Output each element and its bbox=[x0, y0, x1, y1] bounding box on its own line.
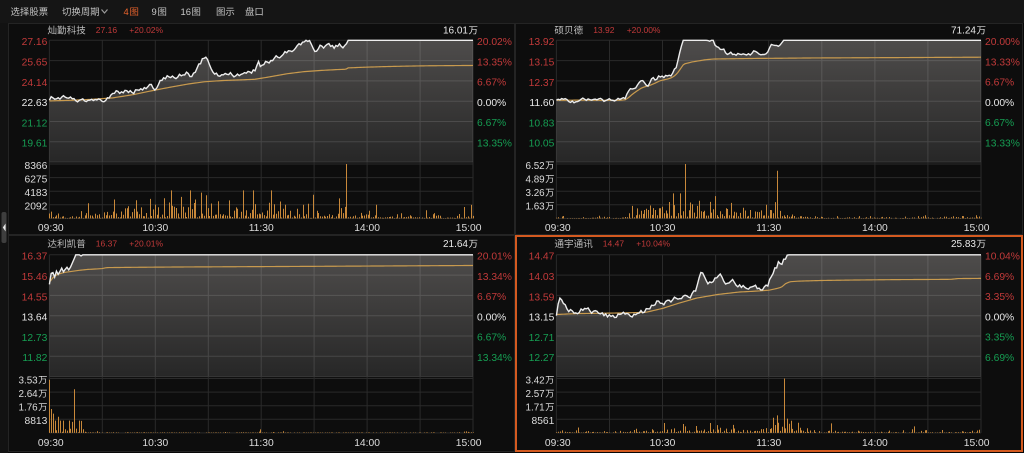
svg-text:25.65: 25.65 bbox=[22, 58, 48, 69]
svg-text:2.64: 2.64 bbox=[18, 389, 38, 400]
svg-text:16: 16 bbox=[181, 6, 191, 17]
svg-text:20.01%: 20.01% bbox=[477, 252, 512, 263]
svg-text:21.64: 21.64 bbox=[443, 239, 468, 250]
svg-text:13.59: 13.59 bbox=[529, 292, 555, 303]
svg-text:14.47: 14.47 bbox=[603, 239, 625, 249]
svg-text:09:30: 09:30 bbox=[38, 438, 64, 449]
svg-text:21.12: 21.12 bbox=[22, 118, 48, 129]
svg-text:14.55: 14.55 bbox=[22, 292, 48, 303]
svg-text:6.52: 6.52 bbox=[525, 161, 544, 172]
svg-text:6275: 6275 bbox=[24, 175, 47, 186]
svg-text:8366: 8366 bbox=[24, 161, 47, 172]
svg-text:14.47: 14.47 bbox=[529, 252, 555, 263]
svg-text:11:30: 11:30 bbox=[249, 438, 274, 449]
svg-text:27.16: 27.16 bbox=[96, 25, 118, 35]
svg-text:0.00%: 0.00% bbox=[985, 312, 1014, 323]
svg-text:8561: 8561 bbox=[531, 416, 554, 427]
svg-text:13.34%: 13.34% bbox=[477, 272, 512, 283]
svg-text:24.14: 24.14 bbox=[22, 78, 48, 89]
svg-text:15:00: 15:00 bbox=[456, 223, 482, 234]
svg-text:13.34%: 13.34% bbox=[477, 353, 512, 364]
svg-text:16.37: 16.37 bbox=[22, 252, 48, 263]
svg-text:+20.00%: +20.00% bbox=[627, 25, 661, 35]
svg-text:27.16: 27.16 bbox=[22, 37, 48, 48]
svg-text:4: 4 bbox=[124, 6, 129, 17]
svg-text:15:00: 15:00 bbox=[964, 438, 990, 449]
svg-text:1.63: 1.63 bbox=[525, 202, 545, 213]
svg-text:20.02%: 20.02% bbox=[477, 37, 512, 48]
svg-text:3.26: 3.26 bbox=[525, 188, 545, 199]
svg-text:14.03: 14.03 bbox=[529, 272, 555, 283]
svg-text:12.27: 12.27 bbox=[529, 353, 555, 364]
svg-text:10:30: 10:30 bbox=[650, 223, 676, 234]
svg-text:15:00: 15:00 bbox=[456, 438, 482, 449]
svg-text:14:00: 14:00 bbox=[862, 438, 888, 449]
svg-text:25.83: 25.83 bbox=[951, 239, 976, 250]
svg-text:11:30: 11:30 bbox=[249, 223, 274, 234]
svg-text:13.64: 13.64 bbox=[22, 313, 48, 324]
svg-text:6.67%: 6.67% bbox=[985, 118, 1014, 129]
svg-text:0.00%: 0.00% bbox=[477, 98, 506, 109]
svg-text:20.00%: 20.00% bbox=[985, 37, 1020, 48]
svg-text:13.33%: 13.33% bbox=[985, 139, 1020, 150]
svg-text:71.24: 71.24 bbox=[951, 26, 976, 37]
svg-text:16.37: 16.37 bbox=[96, 239, 118, 249]
svg-text:12.37: 12.37 bbox=[529, 78, 555, 89]
svg-text:12.73: 12.73 bbox=[22, 333, 48, 344]
svg-text:8813: 8813 bbox=[24, 416, 47, 427]
svg-text:09:30: 09:30 bbox=[545, 438, 571, 449]
svg-text:1.71: 1.71 bbox=[525, 403, 545, 414]
svg-text:6.67%: 6.67% bbox=[477, 292, 506, 303]
svg-text:19.61: 19.61 bbox=[22, 139, 48, 150]
svg-text:6.67%: 6.67% bbox=[477, 118, 506, 129]
svg-text:6.67%: 6.67% bbox=[985, 78, 1014, 89]
svg-text:0.00%: 0.00% bbox=[985, 98, 1014, 109]
svg-text:10.04%: 10.04% bbox=[985, 252, 1020, 263]
svg-text:10:30: 10:30 bbox=[142, 438, 168, 449]
svg-text:2092: 2092 bbox=[24, 202, 47, 213]
svg-text:11.60: 11.60 bbox=[529, 98, 554, 109]
svg-text:13.33%: 13.33% bbox=[985, 57, 1020, 68]
svg-text:3.35%: 3.35% bbox=[985, 292, 1014, 303]
svg-text:16.01: 16.01 bbox=[443, 26, 468, 37]
svg-text:3.35%: 3.35% bbox=[985, 333, 1014, 344]
svg-text:6.69%: 6.69% bbox=[985, 353, 1014, 364]
svg-text:10.05: 10.05 bbox=[529, 139, 555, 150]
svg-text:9: 9 bbox=[152, 6, 157, 17]
svg-text:15.46: 15.46 bbox=[22, 272, 48, 283]
svg-text:14:00: 14:00 bbox=[862, 223, 888, 234]
svg-text:11.82: 11.82 bbox=[22, 353, 47, 364]
svg-text:13.35%: 13.35% bbox=[477, 57, 512, 68]
svg-text:22.63: 22.63 bbox=[22, 98, 48, 109]
svg-text:10:30: 10:30 bbox=[650, 438, 676, 449]
svg-text:09:30: 09:30 bbox=[38, 223, 64, 234]
svg-text:6.67%: 6.67% bbox=[477, 333, 506, 344]
svg-text:13.15: 13.15 bbox=[529, 58, 555, 69]
svg-text:10.83: 10.83 bbox=[529, 118, 555, 129]
svg-text:6.67%: 6.67% bbox=[477, 78, 506, 89]
svg-text:12.71: 12.71 bbox=[529, 333, 555, 344]
svg-text:1.76: 1.76 bbox=[18, 403, 38, 414]
svg-text:3.53: 3.53 bbox=[18, 375, 38, 386]
svg-text:14:00: 14:00 bbox=[354, 438, 380, 449]
svg-text:13.35%: 13.35% bbox=[477, 139, 512, 150]
svg-text:09:30: 09:30 bbox=[545, 223, 571, 234]
svg-text:13.92: 13.92 bbox=[593, 25, 615, 35]
svg-text:14:00: 14:00 bbox=[354, 223, 380, 234]
svg-text:11:30: 11:30 bbox=[756, 438, 781, 449]
svg-text:0.00%: 0.00% bbox=[477, 312, 506, 323]
svg-text:+20.01%: +20.01% bbox=[129, 239, 163, 249]
svg-text:+10.04%: +10.04% bbox=[636, 239, 670, 249]
svg-text:2.57: 2.57 bbox=[525, 389, 544, 400]
svg-text:4.89: 4.89 bbox=[525, 174, 545, 185]
svg-text:13.92: 13.92 bbox=[529, 37, 555, 48]
svg-text:4183: 4183 bbox=[24, 188, 47, 199]
svg-text:6.69%: 6.69% bbox=[985, 272, 1014, 283]
svg-text:15:00: 15:00 bbox=[964, 223, 990, 234]
svg-text:3.42: 3.42 bbox=[525, 375, 544, 386]
svg-text:11:30: 11:30 bbox=[756, 223, 781, 234]
svg-text:10:30: 10:30 bbox=[142, 223, 168, 234]
svg-text:+20.02%: +20.02% bbox=[129, 25, 163, 35]
svg-text:13.15: 13.15 bbox=[529, 313, 555, 324]
